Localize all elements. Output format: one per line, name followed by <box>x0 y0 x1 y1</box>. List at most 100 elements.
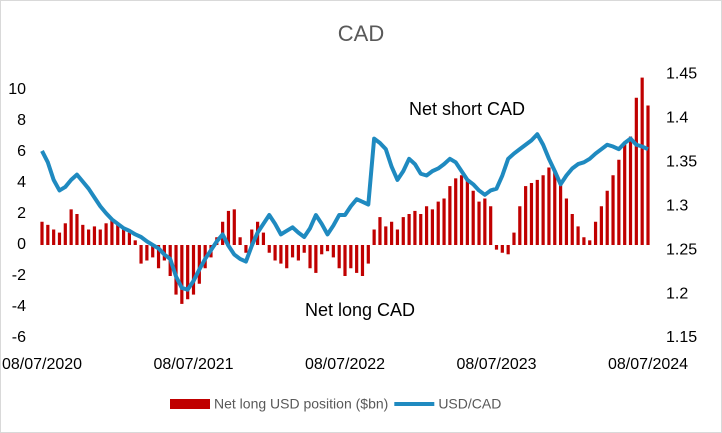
bar <box>174 245 178 295</box>
bar <box>40 221 44 245</box>
bar <box>133 240 137 245</box>
x-tick-label: 08/07/2022 <box>305 356 385 373</box>
bar <box>81 224 85 245</box>
bar <box>92 226 97 245</box>
y-tick-label: 4 <box>17 174 26 191</box>
bar <box>582 237 586 245</box>
bar <box>127 232 132 245</box>
bar <box>226 210 231 245</box>
bar <box>290 245 295 258</box>
bar <box>471 190 475 245</box>
bar <box>197 245 201 284</box>
bar <box>424 206 429 245</box>
bar <box>390 221 394 245</box>
bar <box>302 245 306 253</box>
bar <box>413 210 417 245</box>
bar <box>599 206 603 245</box>
bar <box>87 229 91 245</box>
y-tick-label: 6 <box>17 143 26 160</box>
bar <box>646 105 650 245</box>
bar <box>529 183 534 245</box>
bar <box>151 245 155 258</box>
bar <box>640 77 644 245</box>
bar <box>104 223 108 245</box>
bar <box>98 229 102 245</box>
bar <box>116 224 120 245</box>
bar <box>378 217 382 245</box>
bar <box>261 232 266 245</box>
y2-tick-label: 1.25 <box>666 241 697 258</box>
bar <box>483 198 487 245</box>
bar <box>576 226 580 245</box>
y-tick-label: -6 <box>12 329 26 346</box>
bar <box>331 245 335 258</box>
bar <box>623 144 627 245</box>
bar <box>320 245 324 255</box>
annotation: Net short CAD <box>409 99 525 119</box>
bar <box>360 245 365 276</box>
legend-swatch <box>170 399 210 409</box>
bar <box>343 245 347 276</box>
bar <box>355 245 359 273</box>
y-tick-label: -2 <box>12 267 26 284</box>
x-tick-label: 08/07/2020 <box>2 356 82 373</box>
legend-label: USD/CAD <box>438 396 501 412</box>
bar <box>448 186 452 245</box>
legend-label: Net long USD position ($bn) <box>214 396 388 412</box>
bar <box>308 245 312 269</box>
bar <box>156 245 161 269</box>
bar <box>500 245 504 253</box>
bar <box>524 186 528 245</box>
bar <box>285 245 289 269</box>
y2-tick-label: 1.4 <box>666 110 688 127</box>
bar <box>459 175 464 245</box>
bar <box>186 245 190 300</box>
bar <box>419 214 423 245</box>
bar <box>535 179 539 245</box>
bar <box>337 245 341 269</box>
bar <box>477 201 481 245</box>
bar <box>57 232 62 245</box>
bar <box>512 232 516 245</box>
bar <box>191 245 196 295</box>
y2-tick-label: 1.35 <box>666 154 697 171</box>
bar <box>238 237 242 245</box>
bar <box>314 245 318 273</box>
bar <box>454 178 458 245</box>
annotation: Net long CAD <box>305 300 415 320</box>
bar <box>244 245 248 253</box>
bar <box>273 245 277 261</box>
bar <box>611 175 615 245</box>
bar <box>605 190 609 245</box>
bar <box>506 245 510 255</box>
bar <box>436 201 440 245</box>
y-tick-label: 2 <box>17 205 26 222</box>
bar <box>494 245 499 250</box>
bar <box>558 183 563 245</box>
x-tick-label: 08/07/2023 <box>456 356 536 373</box>
y2-tick-label: 1.15 <box>666 329 697 346</box>
bar <box>52 229 56 245</box>
bar <box>279 245 283 264</box>
bar <box>121 229 126 245</box>
y2-tick-label: 1.2 <box>666 285 688 302</box>
bar <box>541 175 545 245</box>
y2-tick-label: 1.45 <box>666 66 697 83</box>
bar <box>46 224 50 245</box>
bar <box>366 245 370 264</box>
bar <box>232 209 236 245</box>
y2-tick-label: 1.3 <box>666 197 688 214</box>
line <box>40 132 649 292</box>
bar <box>69 209 73 245</box>
bar <box>465 179 469 245</box>
bar <box>325 245 330 252</box>
bar <box>296 245 300 261</box>
bar <box>384 226 388 245</box>
bar <box>267 245 271 253</box>
bar <box>395 229 400 245</box>
bar <box>553 170 557 245</box>
bar <box>75 214 79 245</box>
bar <box>110 220 114 245</box>
bar <box>63 223 67 245</box>
